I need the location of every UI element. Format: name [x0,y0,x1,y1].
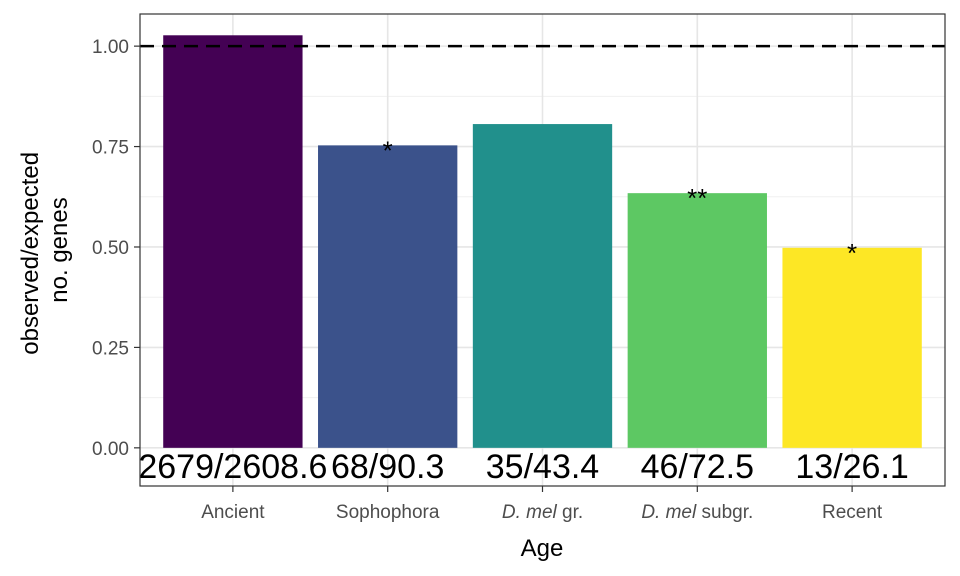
count-label: 2679/2608.6 [138,448,327,486]
significance-label: * [383,135,393,165]
x-tick-label: Sophophora [336,502,440,523]
count-label: 13/26.1 [795,448,908,486]
significance-label: ** [687,183,707,213]
x-tick-label-italic: D. mel [502,502,558,523]
x-axis: Ancient Sophophora D. mel gr. D. mel subgr.… [201,486,883,523]
x-tick-label: Recent [822,502,883,523]
x-tick-label-text: Recent [822,502,883,523]
x-tick-label: Ancient [201,502,265,523]
bar [163,35,303,448]
y-tick-label: 0.75 [92,138,129,159]
y-axis-title-line1: observed/expected [17,152,44,355]
bars [163,35,922,448]
count-label: 35/43.4 [486,448,599,486]
x-tick-label-text: gr. [557,502,583,523]
count-labels: 2679/2608.6 68/90.3 35/43.4 46/72.5 13/26.1 [138,448,908,486]
y-tick-label: 0.00 [92,439,129,460]
x-tick-label-text: Ancient [201,502,265,523]
y-axis-title: observed/expected no. genes [17,145,73,354]
significance-label: * [847,238,857,268]
y-tick-label: 0.50 [92,238,129,259]
significance-labels: **** [383,135,858,267]
count-label: 68/90.3 [331,448,444,486]
bar [782,247,922,448]
y-axis: 0.00 0.25 0.50 0.75 1.00 [92,37,140,460]
x-tick-label: D. mel gr. [502,502,583,523]
bar [472,124,613,448]
x-tick-label-text: subgr. [696,502,753,523]
count-label: 46/72.5 [641,448,754,486]
bar [627,193,767,448]
x-axis-title: Age [521,535,564,562]
y-tick-label: 0.25 [92,338,129,359]
y-axis-title-line2: no. genes [46,197,73,302]
x-tick-label: D. mel subgr. [641,502,753,523]
bar [318,145,458,448]
x-tick-label-text: Sophophora [336,502,440,523]
y-tick-label: 1.00 [92,37,129,58]
x-tick-label-italic: D. mel [641,502,697,523]
